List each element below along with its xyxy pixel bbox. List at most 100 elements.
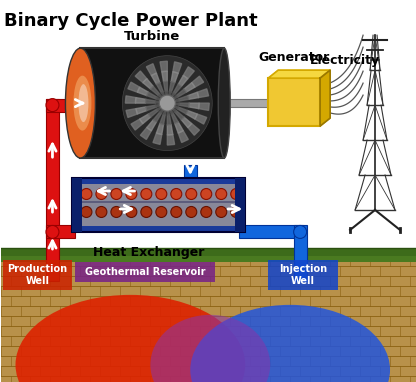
Polygon shape	[171, 113, 178, 124]
Polygon shape	[168, 91, 171, 101]
Bar	[294, 225, 307, 282]
Polygon shape	[158, 94, 166, 102]
Polygon shape	[160, 105, 166, 113]
Text: Production
Well: Production Well	[7, 264, 67, 286]
Circle shape	[216, 207, 227, 217]
Ellipse shape	[74, 76, 92, 131]
Bar	[224, 99, 268, 107]
Circle shape	[231, 207, 242, 217]
Bar	[46, 225, 75, 238]
Polygon shape	[125, 96, 136, 103]
Polygon shape	[135, 97, 146, 103]
Polygon shape	[173, 62, 182, 73]
Circle shape	[111, 207, 122, 217]
Circle shape	[96, 188, 107, 199]
Circle shape	[231, 188, 242, 199]
Polygon shape	[165, 91, 167, 101]
Circle shape	[111, 188, 122, 199]
Polygon shape	[167, 125, 173, 135]
Polygon shape	[156, 124, 163, 134]
Bar	[46, 99, 59, 282]
Polygon shape	[131, 119, 143, 130]
Polygon shape	[178, 75, 188, 86]
Bar	[2, 260, 72, 290]
Bar	[79, 184, 239, 226]
Polygon shape	[169, 96, 178, 102]
Ellipse shape	[150, 315, 270, 382]
Circle shape	[201, 188, 212, 199]
Text: Injection
Well: Injection Well	[279, 264, 327, 286]
Polygon shape	[126, 108, 137, 117]
Polygon shape	[320, 70, 330, 126]
Circle shape	[46, 99, 59, 112]
Circle shape	[156, 207, 167, 217]
Polygon shape	[181, 117, 192, 128]
Polygon shape	[145, 99, 156, 103]
Ellipse shape	[190, 305, 390, 382]
Circle shape	[186, 188, 197, 199]
Polygon shape	[135, 71, 147, 83]
Polygon shape	[186, 111, 197, 119]
Polygon shape	[168, 104, 176, 112]
Polygon shape	[140, 128, 151, 139]
Bar	[235, 178, 245, 232]
Polygon shape	[143, 79, 153, 89]
Polygon shape	[188, 92, 199, 99]
Circle shape	[126, 207, 137, 217]
Polygon shape	[153, 133, 162, 144]
Text: Turbine: Turbine	[124, 30, 181, 43]
Polygon shape	[136, 107, 147, 114]
Polygon shape	[169, 99, 179, 103]
Polygon shape	[156, 97, 166, 102]
Polygon shape	[175, 111, 184, 120]
Polygon shape	[167, 115, 171, 125]
Polygon shape	[178, 107, 188, 114]
Polygon shape	[147, 120, 156, 131]
Circle shape	[294, 225, 307, 238]
Text: Electricity: Electricity	[310, 53, 380, 67]
Bar	[184, 165, 197, 178]
Polygon shape	[161, 92, 167, 101]
Polygon shape	[137, 87, 148, 96]
Circle shape	[126, 188, 137, 199]
Circle shape	[171, 188, 182, 199]
Circle shape	[216, 188, 227, 199]
Polygon shape	[147, 92, 157, 99]
Circle shape	[159, 95, 175, 111]
Ellipse shape	[122, 56, 212, 151]
Polygon shape	[148, 109, 158, 117]
Polygon shape	[178, 131, 188, 142]
Polygon shape	[156, 83, 163, 93]
Bar	[46, 99, 75, 112]
Bar	[75, 262, 215, 282]
Polygon shape	[169, 104, 178, 109]
Bar	[268, 78, 320, 126]
Polygon shape	[146, 64, 156, 75]
Bar	[0, 248, 416, 382]
Polygon shape	[179, 103, 189, 107]
Text: Generator: Generator	[258, 51, 330, 64]
Polygon shape	[192, 76, 204, 87]
Bar	[72, 178, 82, 232]
Polygon shape	[153, 112, 161, 122]
Text: Binary Cycle Power Plant: Binary Cycle Power Plant	[3, 12, 257, 30]
Ellipse shape	[15, 295, 245, 382]
Ellipse shape	[79, 84, 89, 122]
Polygon shape	[162, 71, 167, 81]
Polygon shape	[151, 86, 160, 96]
Text: Geothermal Reservoir: Geothermal Reservoir	[85, 267, 206, 277]
Circle shape	[81, 188, 92, 199]
Bar	[80, 48, 224, 158]
Polygon shape	[189, 103, 199, 108]
Polygon shape	[197, 89, 209, 97]
Polygon shape	[156, 104, 166, 107]
Bar	[72, 178, 245, 232]
Polygon shape	[167, 134, 175, 145]
Polygon shape	[160, 61, 167, 72]
Polygon shape	[173, 84, 181, 94]
Polygon shape	[146, 105, 156, 111]
Polygon shape	[183, 67, 194, 79]
Polygon shape	[168, 93, 175, 102]
Bar	[0, 256, 416, 262]
Circle shape	[96, 207, 107, 217]
